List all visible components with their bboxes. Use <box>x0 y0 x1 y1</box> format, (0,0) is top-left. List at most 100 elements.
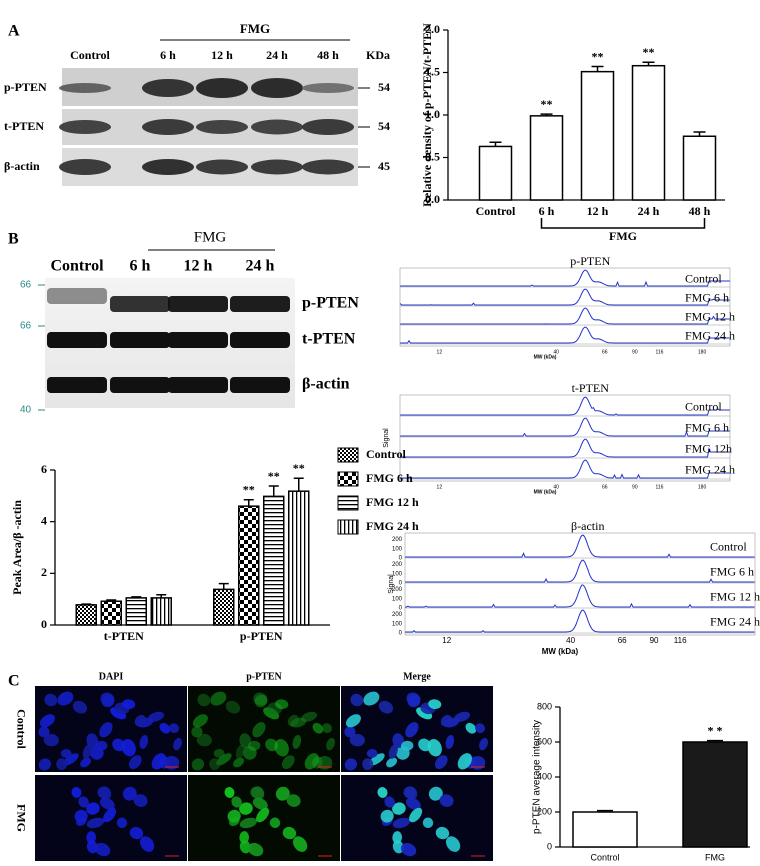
trace-line <box>400 269 730 287</box>
blot-band <box>142 119 194 135</box>
bar <box>682 741 748 848</box>
cell-nucleus <box>317 755 333 770</box>
cell-nucleus <box>384 796 395 808</box>
cell-nucleus <box>121 739 136 757</box>
y-tick-label: 1.0 <box>425 107 440 121</box>
cell-nucleus <box>164 755 180 770</box>
y-tick-label: 2.0 <box>425 22 440 36</box>
trace-ytick-label: 0 <box>399 581 403 587</box>
cell-nucleus <box>44 693 58 707</box>
cell-nucleus <box>322 723 333 734</box>
trace-ytick-label: 0 <box>399 606 403 612</box>
cell-nucleus <box>72 700 88 714</box>
cell-nucleus <box>173 737 183 751</box>
blot-band <box>142 159 194 175</box>
blot-band <box>196 159 248 175</box>
cell-nucleus <box>454 711 471 722</box>
trace-label: FMG 6 h <box>685 420 729 434</box>
cell-nucleus <box>233 757 245 768</box>
lane-label: 24 h <box>266 48 288 62</box>
cell-nucleus <box>380 809 394 823</box>
cell-nucleus <box>254 694 268 708</box>
legend-label: FMG 6 h <box>366 471 413 485</box>
cell-nucleus <box>344 726 356 738</box>
bar <box>572 811 638 848</box>
cell-nucleus <box>256 807 270 823</box>
row-label: β-actin <box>4 159 40 173</box>
cell-nucleus <box>250 786 263 799</box>
marker-label: 40 <box>20 405 32 416</box>
cell-nucleus <box>231 796 242 808</box>
cell-nucleus <box>116 817 128 829</box>
cell-nucleus <box>99 722 113 738</box>
lane-label: 6 h <box>160 48 176 62</box>
lane-label: Control <box>50 258 104 275</box>
error-bar <box>597 809 613 812</box>
cell-nucleus <box>392 802 406 815</box>
trace-line <box>405 609 755 633</box>
blot-band <box>230 296 290 312</box>
cell-nucleus <box>140 836 155 852</box>
blot-band <box>168 377 228 393</box>
cell-nucleus <box>94 842 111 857</box>
cell-nucleus <box>252 722 266 738</box>
row-label: Control <box>14 709 28 749</box>
cell-nucleus <box>139 734 149 749</box>
cell-nucleus <box>457 753 472 770</box>
cell-nucleus <box>446 836 461 852</box>
trace-line <box>400 417 730 437</box>
cell-nucleus <box>134 714 146 727</box>
cell-nucleus <box>388 744 398 759</box>
cell-nucleus <box>247 842 264 857</box>
trace-frame <box>399 267 731 347</box>
trace-ytick-label: 0 <box>399 631 403 637</box>
cell-nucleus <box>312 722 324 734</box>
cell-nucleus <box>225 700 241 714</box>
legend-swatch <box>337 519 359 535</box>
blot-band <box>59 83 111 93</box>
cell-nucleus <box>405 797 421 810</box>
blot-band <box>230 332 290 348</box>
legend-swatch <box>337 471 359 487</box>
trace-ytick-label: 200 <box>392 562 403 568</box>
panel-label: C <box>8 673 20 690</box>
cell-nucleus <box>103 807 117 823</box>
cell-nucleus <box>213 748 225 758</box>
bar <box>75 604 97 626</box>
bar <box>238 505 260 626</box>
trace-label: FMG 12h <box>685 441 732 455</box>
cell-nucleus <box>350 693 364 707</box>
cell-nucleus <box>326 737 336 751</box>
cell-nucleus <box>129 826 144 840</box>
trace-frame <box>399 394 731 482</box>
cell-nucleus <box>60 748 72 758</box>
cell-nucleus <box>344 758 358 771</box>
group-bracket <box>540 218 706 229</box>
group-label: FMG <box>609 229 637 243</box>
trace-label: FMG 6 h <box>710 564 754 578</box>
y-tick-label: 800 <box>537 701 552 711</box>
trace-xtick-label: 66 <box>602 484 608 490</box>
cell-nucleus <box>369 753 385 766</box>
error-bar <box>243 498 254 507</box>
trace-line <box>399 288 730 306</box>
blot-band <box>251 119 303 135</box>
cell-nucleus <box>86 817 105 829</box>
y-tick-label: 200 <box>537 806 552 816</box>
trace-ylabel: Signal <box>383 428 390 448</box>
trace-xtick-label: 12 <box>442 636 451 645</box>
trace-line <box>405 559 755 583</box>
blot-band <box>47 377 107 393</box>
error-bar <box>642 61 655 66</box>
cell-nucleus <box>465 722 477 734</box>
trace-xtick-label: 116 <box>674 636 687 645</box>
trace-xlabel: MW (kDa) <box>534 489 557 495</box>
cell-nucleus <box>392 840 404 854</box>
cell-nucleus <box>470 755 486 770</box>
cell-nucleus <box>286 794 301 807</box>
y-tick-label: 600 <box>537 736 552 746</box>
cell-nucleus <box>275 786 290 801</box>
trace-xtick-label: 40 <box>553 349 559 355</box>
cell-nucleus <box>378 700 394 714</box>
